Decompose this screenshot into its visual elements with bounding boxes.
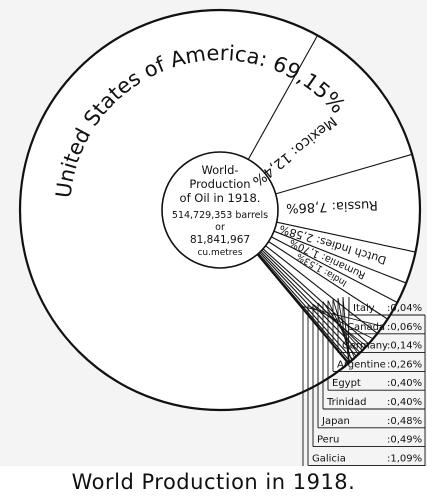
slice-divider-peru	[262, 248, 369, 345]
callout-value-germany: :0,14%	[387, 341, 422, 352]
center-circle	[161, 151, 279, 269]
callout-label-canada: Canada	[347, 322, 385, 333]
leader-japan	[317, 302, 363, 351]
callout-value-peru: :0,49%	[387, 435, 422, 446]
slice-divider-germany	[257, 253, 351, 363]
slice-mexico	[220, 35, 413, 211]
center-text-line: 514,729,353 barrels	[172, 210, 268, 221]
slice-divider-galicia	[265, 245, 378, 334]
leader-trinidad	[322, 301, 359, 355]
callout-label-italy: Italy	[353, 303, 375, 314]
pie-outline	[18, 8, 422, 412]
callout-value-argentine: :0,26%	[387, 359, 422, 370]
leader-persia	[302, 306, 383, 327]
callout-value-trinidad: :0,40%	[387, 397, 422, 408]
callout-value-japan: :0,48%	[387, 416, 422, 427]
callout-value-italy: :0,04%	[387, 303, 422, 314]
slice-divider-mexico	[247, 35, 319, 160]
slice-divider-japan	[261, 249, 365, 349]
callout-label-argentine: Argentine	[337, 359, 386, 370]
slice-divider-india	[271, 236, 398, 303]
callout-value-galicia: :1,09%	[387, 453, 422, 464]
slice-label-russia: Russia: 7,86%	[286, 197, 378, 215]
callout-value-canada: :0,06%	[387, 322, 422, 333]
callout-label-trinidad: Trinidad	[326, 397, 366, 408]
center-text-line: World-	[201, 163, 238, 177]
callout-label-egypt: Egypt	[332, 378, 361, 389]
callout-label-galicia: Galicia	[312, 453, 346, 464]
slice-divider-russia	[275, 153, 413, 195]
slice-divider-rumania	[273, 230, 407, 284]
slice-divider-trinidad	[260, 250, 361, 354]
center-text-line: or	[215, 222, 225, 233]
center-text-line: 81,841,967	[190, 234, 250, 246]
slice-divider-dutch-indies	[276, 221, 416, 253]
slice-russia	[220, 154, 421, 253]
callout-label-japan: Japan	[321, 416, 350, 427]
chart-caption: World Production in 1918.	[71, 470, 356, 494]
center-text-line: of Oil in 1918.	[180, 191, 261, 205]
center-text-line: Production	[189, 177, 250, 191]
slice-divider-egypt	[259, 252, 357, 357]
center-text-line: cu.metres	[197, 248, 242, 258]
callout-label-peru: Peru	[317, 435, 339, 446]
callout-label-germany: Germany	[342, 341, 388, 352]
callout-value-egypt: :0,40%	[387, 378, 422, 389]
slice-divider-argentine	[258, 253, 354, 360]
slice-divider-persia	[268, 241, 388, 320]
